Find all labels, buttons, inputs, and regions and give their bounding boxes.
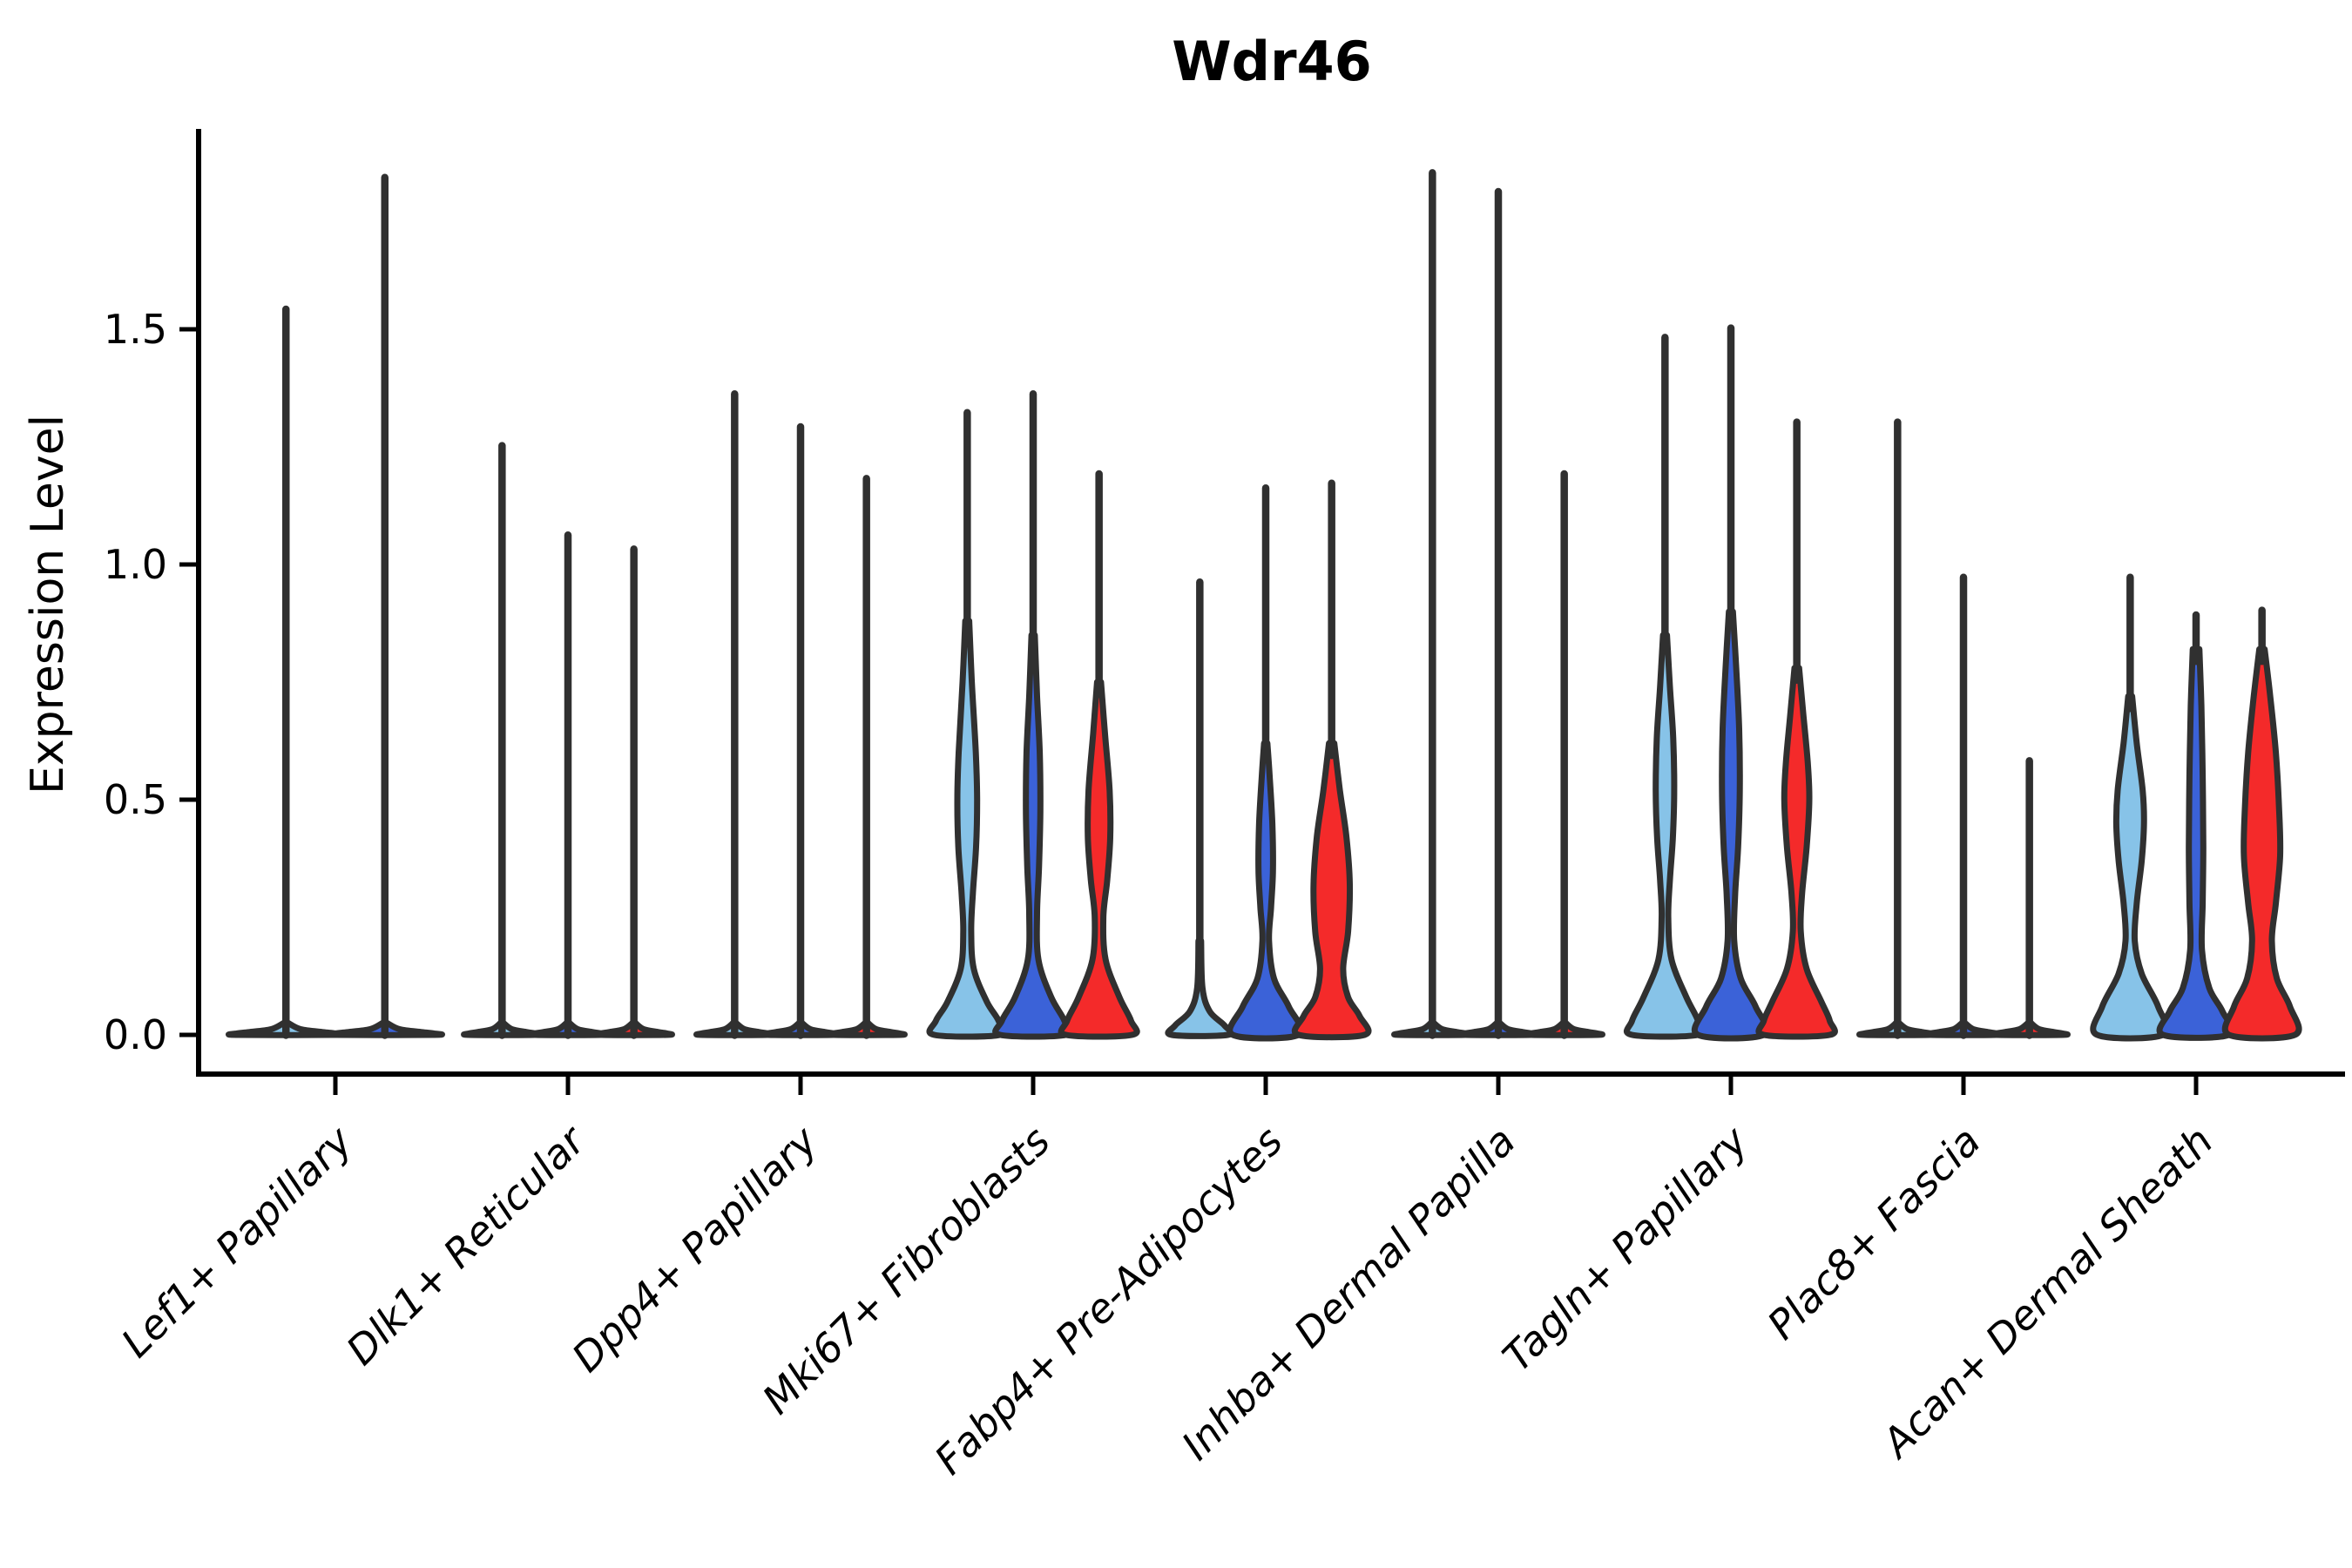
violin-body: [1227, 740, 1305, 1042]
violin: [1227, 483, 1305, 1042]
y-tick-label: 0.5: [104, 776, 167, 823]
violin: [226, 305, 347, 1039]
violin: [526, 531, 610, 1039]
violin: [1523, 470, 1605, 1039]
violin-body: [2156, 645, 2236, 1041]
violin: [1391, 169, 1474, 1039]
violin-body: [926, 618, 1009, 1040]
violin: [926, 409, 1009, 1040]
x-tick-label: Tagln+ Papillary: [1493, 1117, 1757, 1381]
violin: [2156, 611, 2236, 1041]
chart-title: Wdr46: [1172, 30, 1372, 93]
violin: [324, 173, 445, 1039]
violin: [1624, 334, 1707, 1040]
violin: [759, 422, 842, 1039]
y-tick-label: 0.0: [104, 1011, 167, 1058]
violin-body: [1291, 740, 1372, 1041]
violin: [2221, 606, 2302, 1042]
violin: [1058, 470, 1140, 1040]
violin: [1755, 418, 1838, 1040]
violin: [1856, 418, 1939, 1039]
violin: [2090, 573, 2171, 1042]
violin-body: [1691, 608, 1771, 1042]
violin-body: [2221, 645, 2302, 1042]
violin: [1165, 578, 1235, 1039]
violin: [1456, 187, 1540, 1039]
violin-body: [1624, 632, 1707, 1040]
violin: [825, 475, 908, 1039]
x-tick-label: Lef1+ Papillary: [112, 1117, 362, 1366]
violin-body: [992, 632, 1074, 1040]
violin: [1691, 324, 1771, 1042]
y-axis-label: Expression Level: [22, 415, 74, 794]
x-tick-label: Dlk1+ Reticular: [337, 1115, 596, 1374]
violin: [1922, 573, 2005, 1039]
violin: [592, 545, 675, 1039]
violin: [461, 442, 544, 1039]
violin: [1291, 479, 1372, 1041]
x-tick-label: Plac8+ Fascia: [1758, 1118, 1989, 1348]
y-tick-label: 1.0: [104, 541, 167, 588]
violin: [1988, 757, 2071, 1039]
violin-body: [2090, 693, 2171, 1042]
violin: [693, 389, 776, 1039]
violin-body: [1755, 665, 1838, 1040]
violin-body: [1058, 679, 1140, 1040]
x-tick-label: Dpp4+ Papillary: [563, 1117, 827, 1381]
y-tick-label: 1.5: [104, 306, 167, 353]
violin-body: [1165, 937, 1235, 1039]
violin: [992, 389, 1074, 1040]
